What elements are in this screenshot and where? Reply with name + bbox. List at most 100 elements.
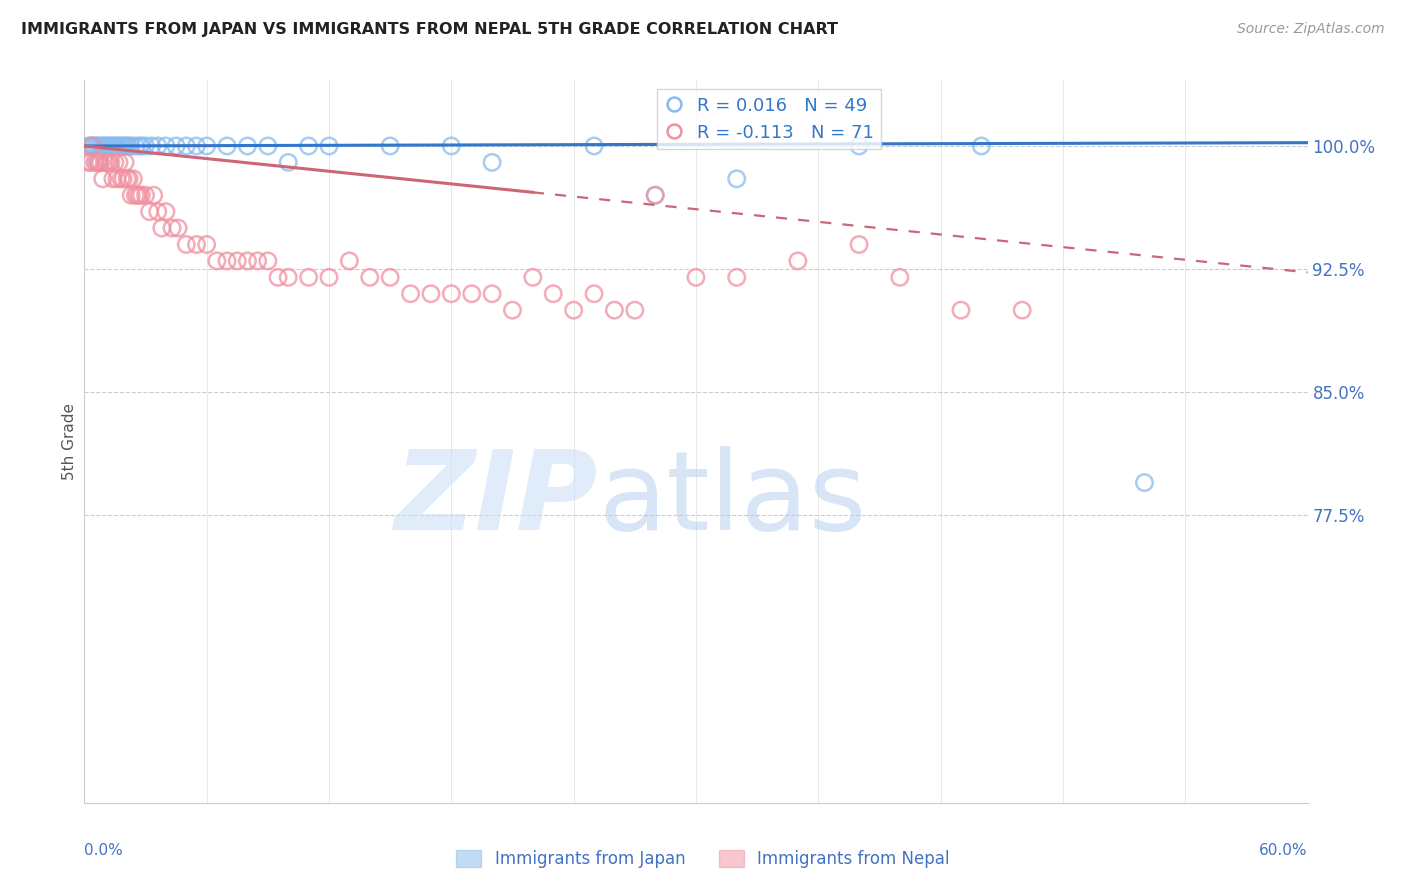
Point	[481, 286, 503, 301]
Text: 0.0%: 0.0%	[84, 843, 124, 857]
Point	[236, 139, 259, 153]
Point	[112, 139, 135, 153]
Point	[848, 139, 870, 153]
Point	[246, 253, 269, 268]
Point	[644, 188, 666, 202]
Point	[725, 270, 748, 285]
Point	[257, 139, 280, 153]
Text: IMMIGRANTS FROM JAPAN VS IMMIGRANTS FROM NEPAL 5TH GRADE CORRELATION CHART: IMMIGRANTS FROM JAPAN VS IMMIGRANTS FROM…	[21, 22, 838, 37]
Point	[339, 253, 361, 268]
Point	[481, 155, 503, 169]
Point	[950, 303, 973, 318]
Text: Source: ZipAtlas.com: Source: ZipAtlas.com	[1237, 22, 1385, 37]
Point	[91, 171, 114, 186]
Point	[298, 139, 321, 153]
Point	[848, 237, 870, 252]
Point	[86, 155, 108, 169]
Point	[114, 155, 136, 169]
Point	[138, 204, 160, 219]
Point	[160, 221, 183, 235]
Point	[603, 303, 626, 318]
Point	[101, 139, 124, 153]
Point	[562, 303, 585, 318]
Point	[96, 155, 118, 169]
Point	[124, 139, 146, 153]
Point	[108, 155, 131, 169]
Point	[100, 155, 122, 169]
Text: 60.0%: 60.0%	[1260, 843, 1308, 857]
Point	[583, 286, 606, 301]
Point	[399, 286, 422, 301]
Point	[1133, 475, 1156, 490]
Point	[122, 171, 145, 186]
Point	[108, 139, 131, 153]
Point	[97, 155, 120, 169]
Point	[624, 303, 647, 318]
Point	[87, 155, 110, 169]
Point	[79, 139, 101, 153]
Point	[105, 139, 128, 153]
Point	[522, 270, 544, 285]
Point	[205, 253, 228, 268]
Point	[226, 253, 249, 268]
Point	[725, 171, 748, 186]
Legend: Immigrants from Japan, Immigrants from Nepal: Immigrants from Japan, Immigrants from N…	[450, 843, 956, 875]
Point	[87, 155, 110, 169]
Point	[120, 188, 142, 202]
Point	[644, 188, 666, 202]
Point	[155, 139, 177, 153]
Text: ZIP: ZIP	[395, 446, 598, 553]
Point	[195, 139, 218, 153]
Point	[174, 237, 197, 252]
Point	[217, 253, 239, 268]
Y-axis label: 5th Grade: 5th Grade	[62, 403, 77, 480]
Point	[115, 171, 138, 186]
Point	[131, 188, 153, 202]
Point	[186, 139, 208, 153]
Point	[277, 270, 299, 285]
Point	[583, 139, 606, 153]
Point	[82, 139, 104, 153]
Point	[91, 139, 114, 153]
Point	[100, 139, 122, 153]
Point	[167, 221, 190, 235]
Point	[787, 253, 810, 268]
Point	[440, 139, 463, 153]
Point	[79, 155, 101, 169]
Point	[86, 139, 108, 153]
Point	[380, 270, 402, 285]
Point	[120, 139, 142, 153]
Point	[155, 204, 177, 219]
Point	[118, 139, 141, 153]
Point	[135, 188, 157, 202]
Point	[114, 139, 136, 153]
Point	[318, 270, 340, 285]
Point	[217, 139, 239, 153]
Point	[83, 155, 105, 169]
Point	[82, 139, 104, 153]
Point	[101, 171, 124, 186]
Point	[90, 155, 112, 169]
Point	[110, 171, 132, 186]
Point	[186, 237, 208, 252]
Point	[112, 171, 135, 186]
Point	[970, 139, 993, 153]
Point	[97, 139, 120, 153]
Point	[104, 139, 127, 153]
Point	[127, 188, 149, 202]
Point	[440, 286, 463, 301]
Point	[543, 286, 565, 301]
Point	[174, 139, 197, 153]
Point	[146, 139, 169, 153]
Point	[77, 139, 100, 153]
Point	[142, 188, 165, 202]
Point	[105, 171, 128, 186]
Point	[889, 270, 911, 285]
Point	[104, 155, 127, 169]
Point	[150, 221, 173, 235]
Point	[359, 270, 381, 285]
Point	[318, 139, 340, 153]
Point	[96, 139, 118, 153]
Point	[131, 139, 153, 153]
Point	[277, 155, 299, 169]
